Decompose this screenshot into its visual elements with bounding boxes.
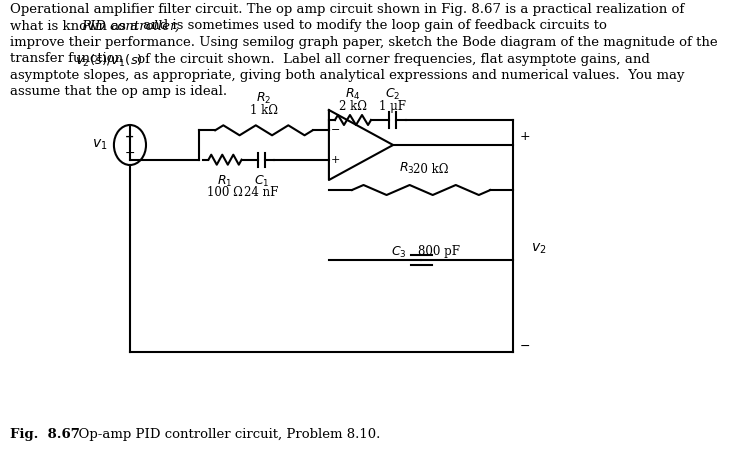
Text: 1 kΩ: 1 kΩ [250, 104, 278, 117]
Text: $R_1$: $R_1$ [217, 174, 233, 189]
Text: −: − [125, 147, 135, 160]
Text: 24 nF: 24 nF [245, 186, 279, 199]
Text: 2 kΩ: 2 kΩ [339, 100, 367, 113]
Text: assume that the op amp is ideal.: assume that the op amp is ideal. [10, 86, 227, 98]
Text: $R_3$: $R_3$ [399, 161, 415, 176]
Text: 1 μF: 1 μF [379, 100, 406, 113]
Text: Fig.  8.67: Fig. 8.67 [10, 428, 80, 441]
Text: Op-amp PID controller circuit, Problem 8.10.: Op-amp PID controller circuit, Problem 8… [70, 428, 380, 441]
Text: $R_2$: $R_2$ [256, 91, 271, 106]
Text: $v_2$: $v_2$ [531, 241, 547, 256]
Text: $R_4$: $R_4$ [345, 87, 361, 102]
Text: of the circuit shown.  Label all corner frequencies, flat asymptote gains, and: of the circuit shown. Label all corner f… [133, 52, 650, 66]
Text: −: − [520, 339, 531, 353]
Text: improve their performance. Using semilog graph paper, sketch the Bode diagram of: improve their performance. Using semilog… [10, 36, 717, 49]
Text: transfer function: transfer function [10, 52, 127, 66]
Text: +: + [331, 155, 340, 165]
Text: $v_1$: $v_1$ [92, 138, 108, 152]
Text: what is known as a: what is known as a [10, 20, 142, 32]
Text: $v_2(s)/v_1(s)$: $v_2(s)/v_1(s)$ [74, 52, 142, 69]
Text: $C_3$: $C_3$ [391, 244, 407, 259]
Text: 20 kΩ: 20 kΩ [413, 163, 449, 176]
Text: +: + [520, 131, 531, 143]
Text: 100 Ω: 100 Ω [207, 186, 243, 199]
Text: $C_2$: $C_2$ [385, 87, 400, 102]
Text: Operational amplifier filter circuit. The op amp circuit shown in Fig. 8.67 is a: Operational amplifier filter circuit. Th… [10, 3, 684, 16]
Text: −: − [331, 125, 340, 135]
Text: PID controller,: PID controller, [81, 20, 179, 32]
Text: +: + [125, 132, 135, 142]
Text: 800 pF: 800 pF [418, 246, 460, 258]
Text: $C_1$: $C_1$ [254, 174, 269, 189]
Text: and is sometimes used to modify the loop gain of feedback circuits to: and is sometimes used to modify the loop… [139, 20, 607, 32]
Text: asymptote slopes, as appropriate, giving both analytical expressions and numeric: asymptote slopes, as appropriate, giving… [10, 69, 684, 82]
